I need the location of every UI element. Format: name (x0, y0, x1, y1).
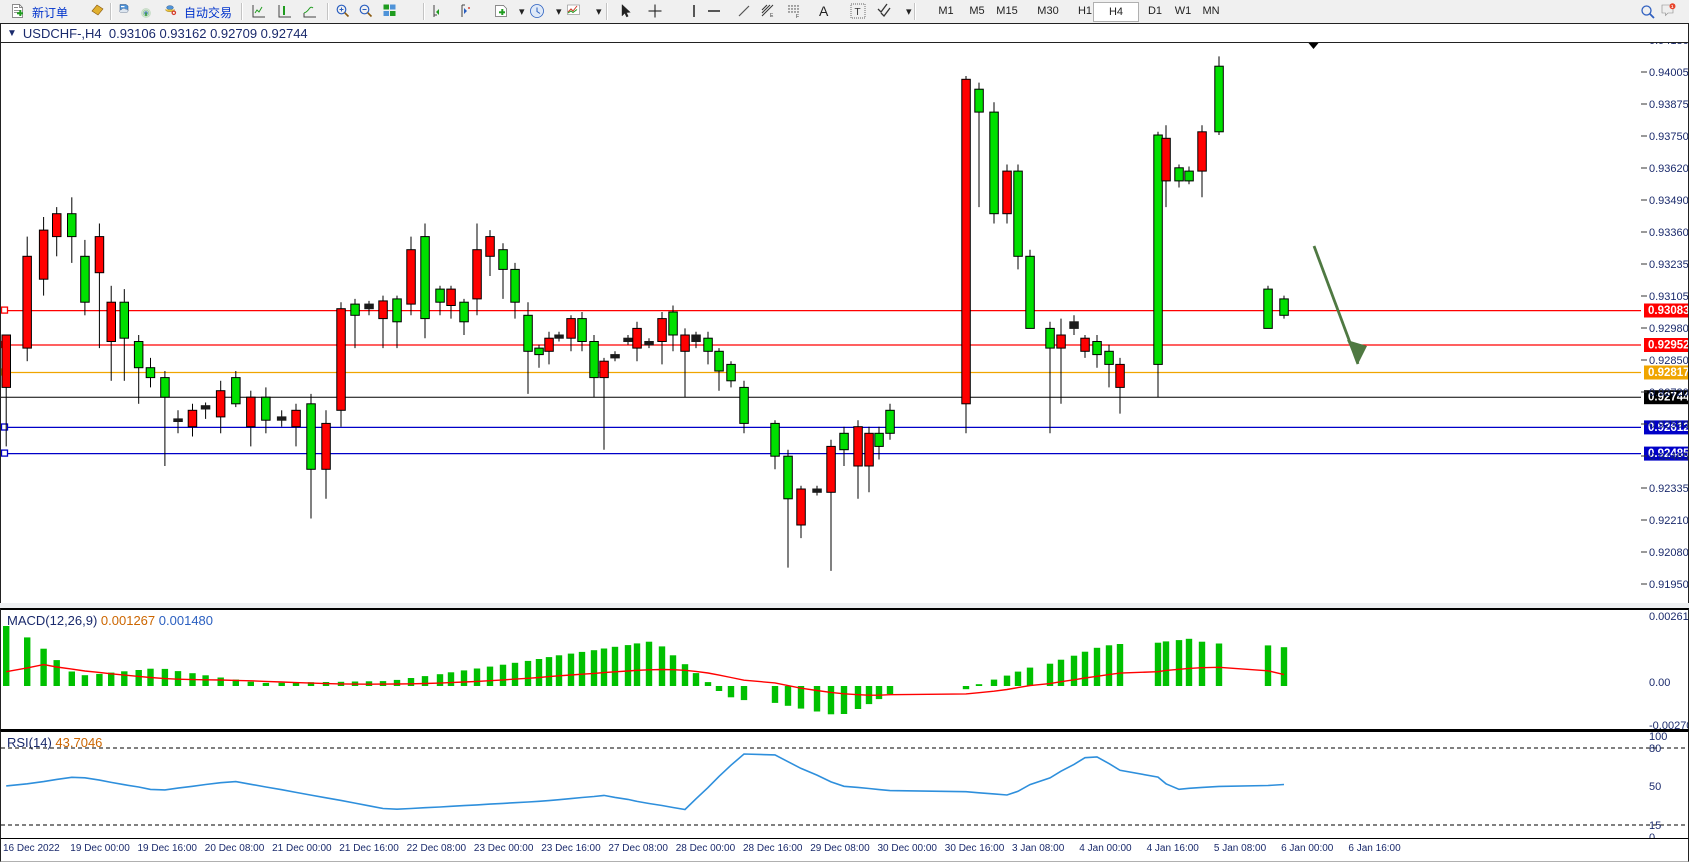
svg-text:15: 15 (1649, 820, 1661, 832)
svg-text:0.92850: 0.92850 (1649, 355, 1689, 367)
svg-text:0.93490: 0.93490 (1649, 195, 1689, 207)
svg-text:0.92952: 0.92952 (1648, 340, 1689, 352)
svg-text:0.92210: 0.92210 (1649, 515, 1689, 527)
svg-text:-0.002708: -0.002708 (1649, 720, 1689, 730)
svg-text:0.93875: 0.93875 (1649, 99, 1689, 111)
svg-text:0.93620: 0.93620 (1649, 163, 1689, 175)
svg-text:0.92465: 0.92465 (1649, 451, 1689, 463)
svg-text:0.002619: 0.002619 (1649, 611, 1689, 623)
svg-text:0.92080: 0.92080 (1649, 547, 1689, 559)
svg-text:100: 100 (1649, 732, 1667, 743)
svg-text:0.92817: 0.92817 (1648, 367, 1689, 379)
svg-text:0.00: 0.00 (1649, 677, 1670, 689)
svg-text:0.93105: 0.93105 (1649, 291, 1689, 303)
svg-text:50: 50 (1649, 781, 1661, 793)
svg-text:0.93083: 0.93083 (1648, 305, 1689, 317)
svg-text:0.92590: 0.92590 (1649, 419, 1689, 431)
svg-text:F: F (796, 14, 799, 19)
svg-text:80: 80 (1649, 743, 1661, 755)
svg-text:0.91950: 0.91950 (1649, 579, 1689, 591)
svg-text:T: T (855, 7, 861, 18)
svg-text:0: 0 (1649, 832, 1655, 839)
svg-text:0.93235: 0.93235 (1649, 259, 1689, 271)
svg-text:0.94005: 0.94005 (1649, 67, 1689, 79)
svg-text:0.92980: 0.92980 (1649, 323, 1689, 335)
svg-text:0.92335: 0.92335 (1649, 483, 1689, 495)
svg-text:0.92720: 0.92720 (1649, 387, 1689, 399)
svg-text:E: E (770, 13, 774, 19)
svg-text:0.93750: 0.93750 (1649, 131, 1689, 143)
svg-text:0.93360: 0.93360 (1649, 227, 1689, 239)
svg-text:0.94130: 0.94130 (1649, 43, 1689, 47)
